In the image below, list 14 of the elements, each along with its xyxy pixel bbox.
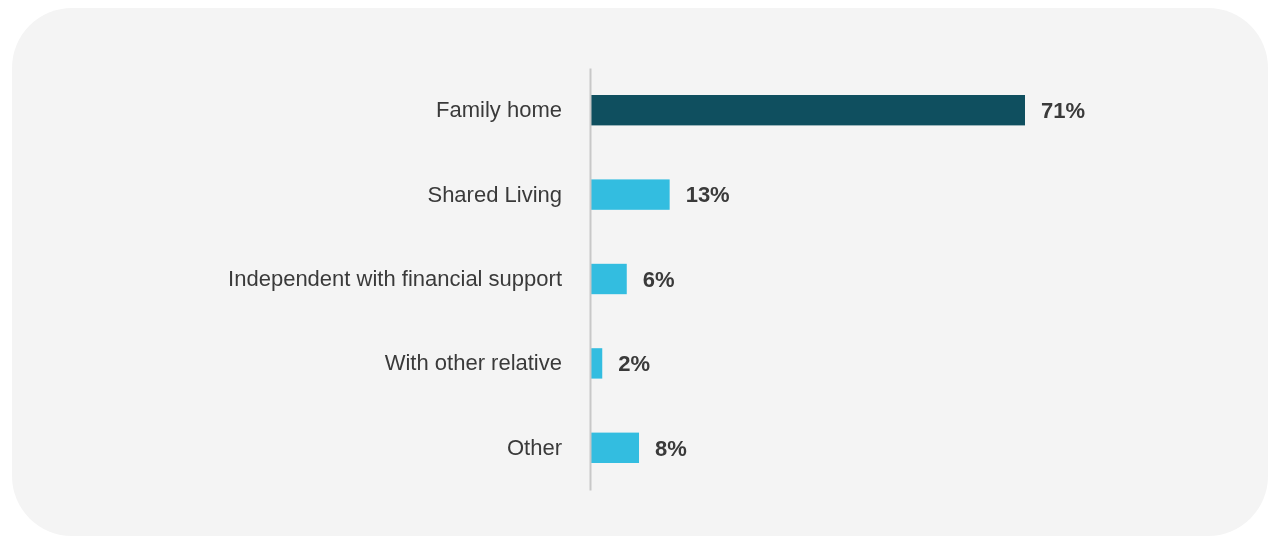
data-label: 2% [618, 351, 651, 377]
y-tick-label: Family home [436, 97, 562, 123]
bar [590, 432, 640, 463]
data-label: 8% [655, 435, 687, 461]
bar [590, 95, 1025, 126]
y-tick-label: Shared Living [427, 181, 562, 207]
bar [590, 179, 670, 210]
bar [590, 263, 627, 295]
data-label: 13% [685, 182, 730, 208]
data-label: 6% [642, 266, 675, 292]
y-tick-label: With other relative [384, 350, 562, 376]
data-label: 71% [1041, 97, 1086, 123]
y-tick-label: Other [506, 434, 562, 460]
y-tick-label: Independent with financial support [228, 266, 562, 292]
